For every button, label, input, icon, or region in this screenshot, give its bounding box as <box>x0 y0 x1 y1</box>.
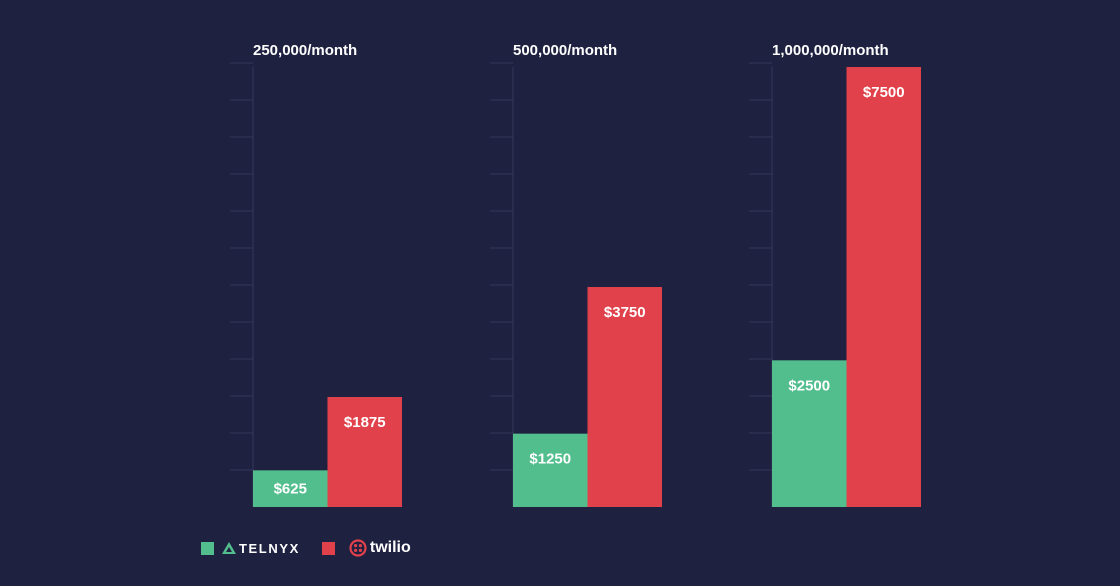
legend-item-telnyx: TELNYX <box>201 541 300 556</box>
telnyx-brand: TELNYX <box>222 541 300 556</box>
bar-twilio-250-000-month <box>327 397 402 507</box>
twilio-brand: twilio <box>349 539 411 557</box>
telnyx-logo-icon <box>222 542 236 554</box>
bar-label-twilio-1-000-000-month: $7500 <box>863 84 905 101</box>
panel-title-250-000-month: 250,000/month <box>253 42 357 59</box>
bar-label-telnyx-500-000-month: $1250 <box>529 451 571 468</box>
bar-label-twilio-500-000-month: $3750 <box>604 304 646 321</box>
bar-telnyx-1-000-000-month <box>772 360 847 507</box>
bar-label-telnyx-1-000-000-month: $2500 <box>788 377 830 394</box>
bar-telnyx-250-000-month <box>253 470 328 507</box>
panel-title-500-000-month: 500,000/month <box>513 42 617 59</box>
legend-item-twilio: twilio <box>321 539 411 557</box>
telnyx-legend-swatch <box>201 541 214 555</box>
bar-twilio-1-000-000-month <box>846 67 921 507</box>
twilio-logo-icon <box>349 539 367 557</box>
telnyx-legend-label: TELNYX <box>239 540 300 556</box>
bar-telnyx-500-000-month <box>513 433 588 507</box>
bar-label-telnyx-250-000-month: $625 <box>274 481 307 498</box>
panel-title-1-000-000-month: 1,000,000/month <box>772 42 889 59</box>
bar-twilio-500-000-month <box>587 287 662 507</box>
bar-label-twilio-250-000-month: $1875 <box>344 414 386 431</box>
chart-legend: TELNYX twilio <box>201 538 433 558</box>
twilio-legend-label: twilio <box>369 539 411 556</box>
twilio-legend-swatch <box>321 541 335 555</box>
